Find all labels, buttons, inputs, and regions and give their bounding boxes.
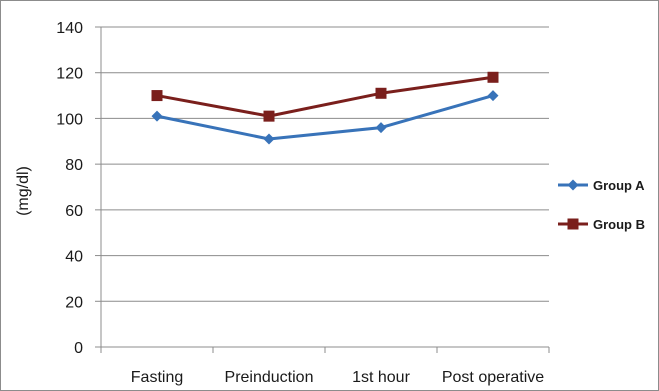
x-tick-label: Post operative — [442, 369, 544, 386]
legend-marker-square — [567, 218, 579, 230]
x-tick-label: Fasting — [131, 369, 183, 386]
y-tick-label: 100 — [56, 111, 83, 128]
legend-label: Group A — [593, 178, 645, 193]
y-axis-title: (mg/dl) — [15, 166, 32, 216]
x-tick-label: 1st hour — [352, 369, 410, 386]
y-tick-label: 60 — [65, 203, 83, 220]
legend-label: Group B — [593, 217, 645, 232]
y-tick-label: 0 — [74, 340, 83, 357]
axes: 0 20 40 60 80 100 120 140 Fasting Preinduction 1st… — [56, 20, 550, 386]
series-line-group-b — [156, 75, 494, 118]
data-point — [375, 122, 387, 134]
series-lines — [151, 71, 499, 145]
data-point — [151, 110, 163, 122]
gridlines — [101, 26, 549, 302]
y-tick-label: 20 — [65, 294, 83, 311]
data-point — [263, 133, 275, 145]
x-tick-label: Preinduction — [225, 369, 314, 386]
data-point — [263, 110, 275, 122]
legend-marker-diamond — [567, 179, 579, 191]
y-tick-label: 80 — [65, 157, 83, 174]
data-point — [487, 90, 499, 102]
series-line-group-a — [156, 94, 494, 141]
data-point — [151, 90, 163, 102]
data-point — [375, 87, 387, 99]
y-tick-label: 120 — [56, 66, 83, 83]
y-tick-label: 40 — [65, 249, 83, 266]
y-tick-label: 140 — [56, 20, 83, 37]
legend: Group A Group B — [558, 178, 645, 232]
data-point — [487, 71, 499, 83]
